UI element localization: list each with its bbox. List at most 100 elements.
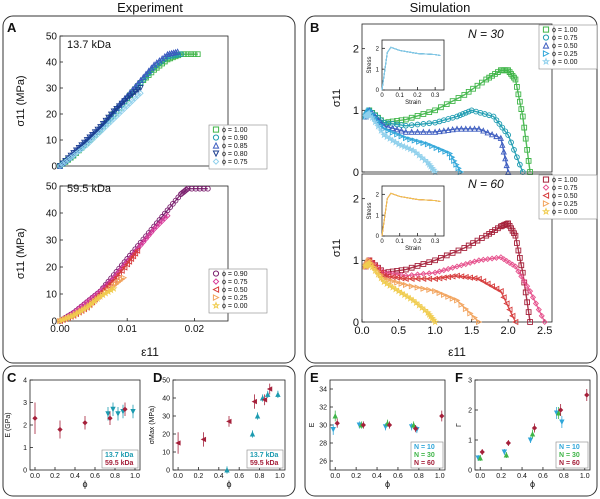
data-point: [440, 127, 447, 134]
data-point: [462, 109, 469, 116]
annotation-n: N = 30: [468, 27, 504, 41]
data-point: [156, 217, 163, 223]
legend-marker: [542, 50, 550, 57]
data-point: [374, 122, 382, 130]
annotation-mw: 13.7 kDa: [67, 39, 112, 51]
y-axis-label: σ11 (MPa): [15, 228, 27, 279]
data-point: [116, 103, 123, 110]
plot-frame: [381, 39, 445, 91]
data-point: [115, 270, 122, 278]
data-point: [522, 289, 529, 296]
data-point: [99, 121, 107, 128]
data-point: [503, 300, 510, 307]
data-point: [426, 286, 433, 294]
data-point: [509, 72, 516, 79]
legend-label: 13.7 kDa: [250, 452, 279, 459]
legend-label: N = 10: [414, 444, 435, 451]
data-point: [398, 267, 405, 274]
data-point: [502, 155, 509, 162]
data-point: [432, 269, 439, 276]
data-point: [471, 258, 478, 265]
legend-box: [410, 441, 444, 469]
chart-c: 0 1 2 3 4 0.0 0.2 0.4 0.6 0.8 1.0 ϕ E (GPa) 13.7 kDa5…: [5, 377, 141, 489]
data-point: [418, 153, 426, 162]
data-point: [120, 274, 128, 281]
legend-label: 59.5 kDa: [250, 460, 279, 467]
data-point: [438, 146, 445, 153]
data-point: [265, 391, 271, 397]
data-point: [511, 230, 517, 237]
data-point: [170, 49, 177, 56]
y-tick-label: 0: [51, 162, 57, 173]
data-point: [493, 285, 500, 292]
plot-frame: [381, 185, 445, 237]
data-point: [499, 141, 506, 148]
chart-b-bottom: 0 1 2 0.0 0.5 1.0 1.5 2.0 2.5 N = 60 σ11 ε11 ϕ = 1.0…: [331, 173, 598, 359]
legend-label: ϕ = 1.00: [552, 27, 578, 34]
data-point: [137, 76, 144, 84]
legend-marker: [542, 184, 550, 191]
data-point: [377, 274, 385, 282]
data-point: [192, 185, 199, 192]
data-point: [518, 273, 525, 280]
x-tick-label: 0.4: [70, 473, 80, 480]
data-point: [457, 168, 465, 176]
data-point: [389, 129, 397, 136]
data-point: [121, 264, 128, 271]
data-point: [558, 407, 564, 413]
data-point: [415, 301, 423, 309]
data-point: [515, 91, 522, 98]
data-point: [164, 207, 171, 214]
data-point: [377, 126, 385, 134]
data-point: [172, 197, 179, 204]
legend-marker: [541, 57, 551, 66]
data-point: [421, 306, 429, 314]
chart-d: 0 10 20 30 40 50 0.0 0.2 0.4 0.6 0.8 1.0 ϕ σMax (MPa)…: [149, 377, 286, 489]
data-point: [420, 121, 427, 127]
y-tick-label: 4: [23, 377, 27, 384]
data-point: [394, 131, 401, 138]
data-point: [505, 440, 511, 446]
frame-experiment: [2, 15, 296, 364]
legend-marker: [212, 270, 220, 277]
data-point: [493, 132, 500, 140]
x-tick-label: 0.1: [396, 93, 405, 99]
data-point: [431, 318, 439, 326]
data-point: [497, 134, 504, 141]
data-point: [454, 297, 461, 304]
data-point: [398, 117, 405, 124]
data-point: [426, 270, 433, 277]
data-point: [385, 270, 392, 277]
data-point: [130, 409, 136, 415]
data-point: [453, 125, 461, 132]
panel-letter-e: E: [310, 370, 319, 385]
data-point: [521, 124, 528, 131]
data-point: [525, 158, 532, 164]
data-point: [431, 168, 439, 176]
data-point: [184, 185, 191, 192]
legend-label: ϕ = 1.00: [222, 127, 248, 134]
data-point: [393, 126, 401, 133]
panel-letter-b: B: [310, 20, 319, 35]
y-axis-label: E (GPa): [5, 412, 12, 437]
data-point: [508, 71, 514, 77]
data-point: [400, 142, 409, 150]
x-tick-label: 0: [380, 239, 384, 245]
data-point: [514, 240, 520, 246]
data-point: [137, 85, 144, 92]
data-point: [226, 418, 232, 425]
y-tick-label: 30: [46, 236, 58, 247]
data-point: [397, 141, 406, 149]
data-point: [107, 415, 113, 421]
legend-label: ϕ = 0.90: [222, 135, 248, 142]
data-point: [454, 113, 460, 120]
y-tick-label: 50: [46, 182, 58, 193]
plot-frame: [474, 379, 591, 471]
data-point: [516, 98, 523, 105]
data-point: [503, 161, 510, 169]
data-point: [414, 113, 421, 119]
legend-label: ϕ = 0.50: [222, 287, 248, 294]
